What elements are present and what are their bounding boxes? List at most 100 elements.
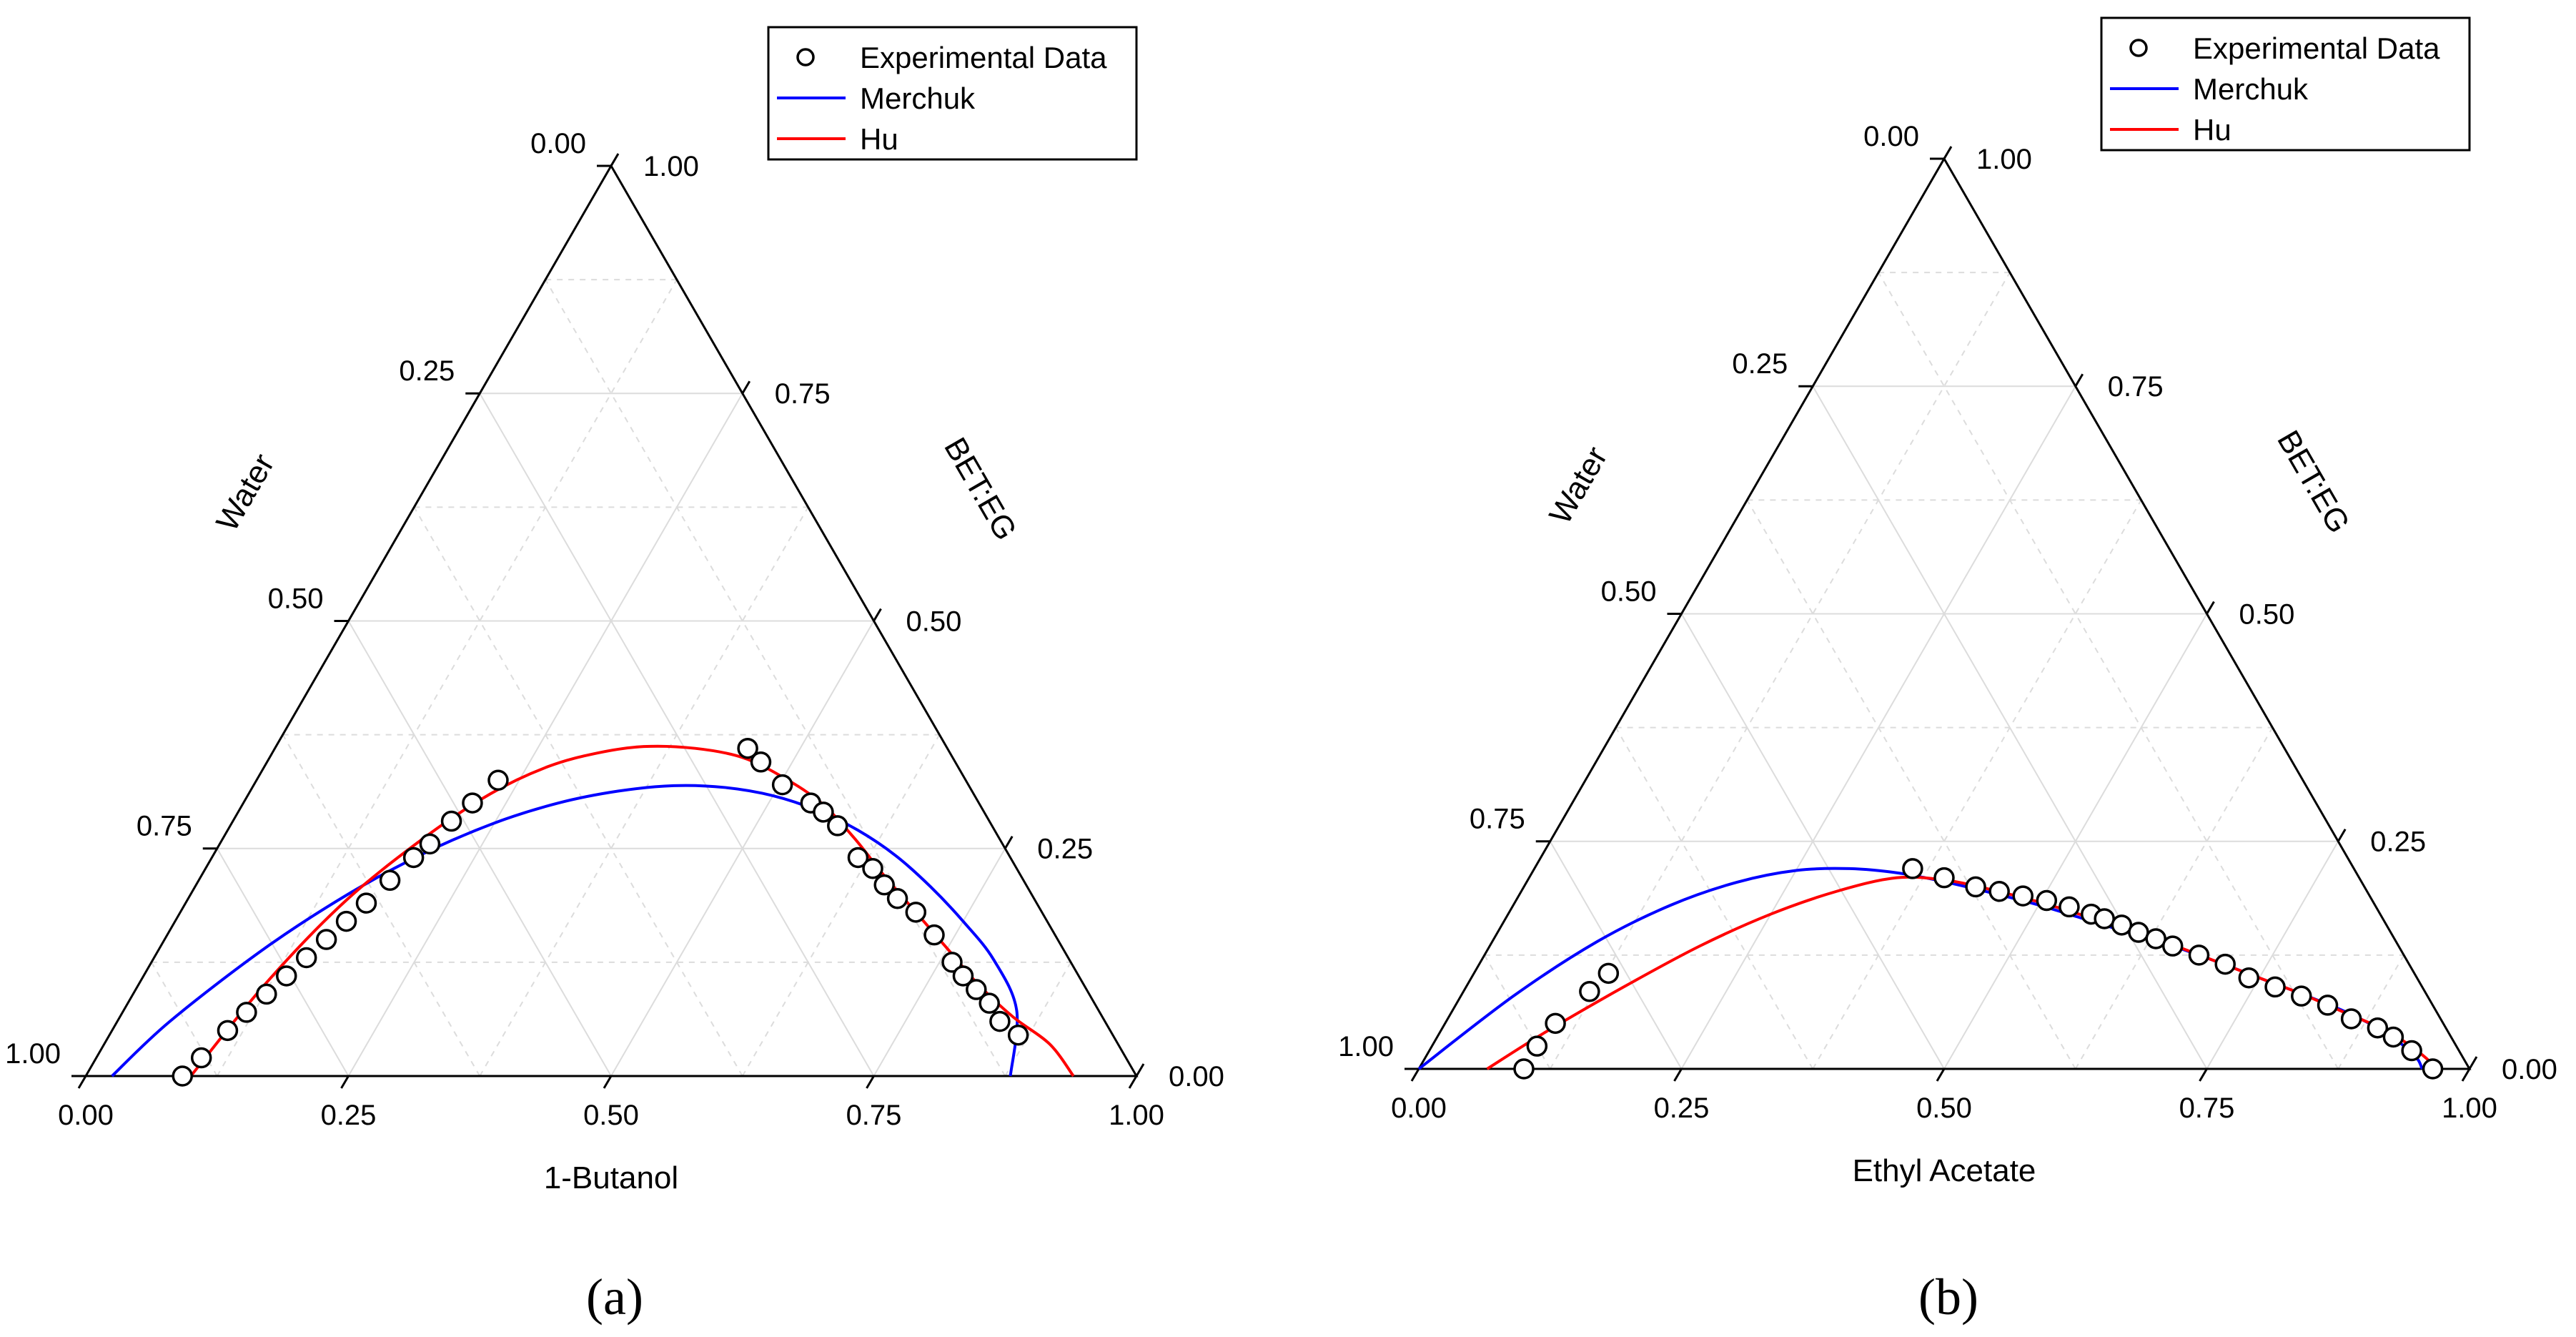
data-point	[1545, 1012, 1566, 1035]
left-tick-label: 0.00	[1863, 121, 1919, 152]
triangle-frame	[71, 153, 1145, 1089]
data-point	[2188, 944, 2210, 966]
data-point	[989, 1010, 1011, 1032]
series	[1417, 858, 2444, 1080]
grid-line	[1812, 499, 2142, 1070]
tick-mark	[2461, 1068, 2471, 1082]
data-point	[419, 833, 441, 855]
panel-label: (a)	[586, 1268, 643, 1326]
bottom-axis-title: 1-Butanol	[544, 1160, 678, 1195]
grid-line	[873, 848, 1006, 1077]
legend: Experimental Data Merchuk Hu	[767, 26, 1138, 161]
data-point	[172, 1065, 193, 1087]
data-point	[2401, 1040, 2422, 1062]
data-point	[2382, 1026, 2404, 1048]
data-point	[402, 847, 425, 869]
tick-mark	[340, 1075, 350, 1089]
tick-mark	[866, 1075, 875, 1089]
tick-mark	[1673, 1068, 1683, 1082]
tick-mark	[603, 1075, 613, 1089]
data-point	[236, 1002, 257, 1023]
right-axis-title: BET:EG	[2270, 425, 2357, 539]
data-point	[2161, 935, 2184, 957]
data-point	[952, 965, 974, 987]
grid-line	[216, 848, 350, 1077]
grid-line	[1549, 841, 1683, 1070]
legend-entry: Hu	[2193, 113, 2231, 147]
right-tick-label: 0.75	[775, 378, 831, 410]
series	[111, 737, 1075, 1087]
tick-mark	[2074, 373, 2084, 387]
data-point	[1579, 981, 1600, 1002]
left-tick-label: 0.00	[530, 128, 586, 159]
data-point	[462, 792, 483, 814]
right-tick-label: 0.25	[1037, 834, 1093, 865]
data-point	[295, 947, 317, 969]
series-line-merchuk	[111, 784, 1019, 1077]
left-tick-label: 0.25	[1732, 348, 1788, 380]
grid-line	[610, 620, 875, 1077]
tick-mark	[1004, 835, 1014, 849]
grid-line	[1878, 272, 2339, 1070]
grid-line	[1943, 613, 2208, 1070]
left-tick-label: 0.50	[1601, 576, 1657, 607]
bottom-tick-label: 0.00	[1391, 1092, 1447, 1124]
data-point	[2264, 976, 2286, 998]
data-point	[847, 847, 869, 869]
tick-mark	[1135, 1063, 1145, 1077]
grid-line	[2074, 727, 2274, 1070]
data-point	[2012, 885, 2033, 907]
data-point	[873, 874, 895, 896]
right-tick-label: 0.50	[2239, 598, 2295, 630]
grid-line	[2206, 841, 2339, 1070]
bottom-tick-label: 0.75	[2179, 1092, 2235, 1124]
data-point	[2422, 1058, 2444, 1080]
data-point	[440, 810, 462, 832]
data-point	[2367, 1017, 2389, 1039]
left-tick-label: 0.75	[137, 811, 192, 842]
data-point	[2317, 995, 2339, 1016]
data-point	[1933, 867, 1955, 889]
bottom-tick-label: 0.25	[1654, 1092, 1710, 1124]
right-tick-label: 0.00	[2502, 1054, 2557, 1085]
tick-mark	[77, 1075, 87, 1089]
grid-line	[1746, 499, 2076, 1070]
data-point	[737, 737, 758, 759]
data-point	[862, 857, 883, 879]
data-point	[2036, 889, 2058, 912]
series-line-hu	[189, 744, 1075, 1077]
data-point	[1007, 1024, 1029, 1046]
data-point	[2094, 908, 2115, 929]
legend-marker-experimental	[2129, 39, 2148, 57]
data-point	[1902, 858, 1923, 879]
data-point	[2059, 896, 2080, 918]
grid-line	[216, 279, 678, 1077]
bottom-tick-label: 0.50	[583, 1100, 639, 1131]
tick-mark	[1943, 146, 1953, 159]
bottom-tick-label: 0.00	[58, 1100, 114, 1131]
grid-line	[1615, 727, 1814, 1070]
left-axis-title: Water	[209, 448, 281, 538]
grid-line	[1549, 272, 2011, 1070]
left-tick-label: 1.00	[5, 1038, 61, 1070]
data-point	[750, 751, 772, 773]
left-tick-label: 0.25	[399, 355, 455, 387]
data-point	[1526, 1035, 1548, 1057]
right-axis-title: BET:EG	[937, 432, 1024, 546]
legend-entry: Merchuk	[860, 82, 976, 115]
tick-mark	[2199, 1068, 2208, 1082]
grid-line	[741, 734, 941, 1077]
data-point	[813, 801, 834, 823]
series-line-merchuk	[1417, 867, 2424, 1070]
data-point	[923, 924, 945, 946]
legend-entry: Experimental Data	[2193, 31, 2440, 65]
grid-line	[282, 734, 481, 1077]
tick-mark	[610, 153, 620, 167]
triangle-frame	[1405, 146, 2478, 1082]
legend-marker-experimental	[796, 48, 815, 66]
data-point	[979, 992, 1000, 1014]
data-point	[905, 902, 927, 923]
data-point	[1965, 876, 1986, 898]
bottom-tick-label: 0.25	[321, 1100, 377, 1131]
bottom-tick-label: 1.00	[2442, 1092, 2497, 1124]
